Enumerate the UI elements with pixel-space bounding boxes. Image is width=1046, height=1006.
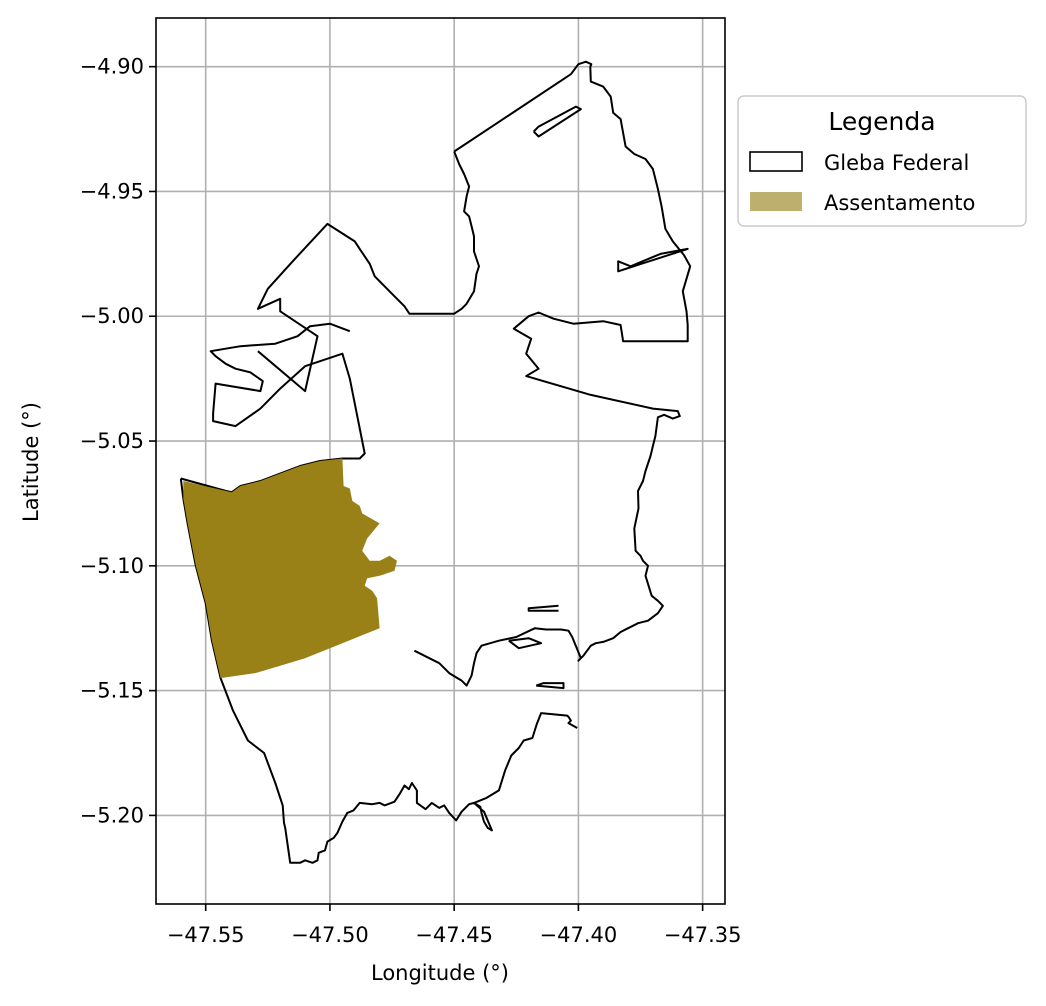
gleba-federal-layer xyxy=(179,60,692,864)
x-tick-label: −47.45 xyxy=(415,923,493,947)
y-tick-label: −5.05 xyxy=(80,429,144,453)
y-axis-label: Latitude (°) xyxy=(19,402,43,522)
gleba-federal-boundary xyxy=(179,478,578,864)
y-tick-label: −4.95 xyxy=(80,179,144,203)
grid-lines xyxy=(156,18,725,904)
x-axis-ticks: −47.55 −47.50 −47.45 −47.40 −47.35 xyxy=(167,904,742,947)
legend-assentamento-label: Assentamento xyxy=(824,191,975,215)
x-tick-label: −47.40 xyxy=(540,923,618,947)
assentamento-area xyxy=(183,458,397,679)
plot-frame xyxy=(155,17,726,905)
assentamento-layer xyxy=(183,458,397,679)
y-tick-label: −4.90 xyxy=(80,55,144,79)
gleba-federal-boundary xyxy=(527,604,559,612)
legend-gleba-label: Gleba Federal xyxy=(824,151,969,175)
legend-frame xyxy=(737,95,1027,227)
gleba-federal-boundary xyxy=(617,247,689,273)
y-tick-label: −5.20 xyxy=(80,803,144,827)
gleba-federal-boundary xyxy=(532,105,582,138)
legend: Legenda Gleba Federal Assentamento xyxy=(737,95,1027,227)
legend-title: Legenda xyxy=(828,107,935,136)
gleba-federal-boundary xyxy=(413,60,692,687)
y-tick-label: −5.00 xyxy=(80,304,144,328)
y-tick-label: −5.10 xyxy=(80,554,144,578)
gleba-federal-boundary xyxy=(535,682,565,690)
gleba-federal-boundary xyxy=(256,151,480,393)
y-axis-ticks: −4.90 −4.95 −5.00 −5.05 −5.10 −5.15 −5.20 xyxy=(80,55,156,827)
gleba-federal-boundary xyxy=(508,637,543,650)
x-tick-label: −47.35 xyxy=(664,923,742,947)
legend-assentamento-swatch xyxy=(750,192,802,211)
x-tick-label: −47.55 xyxy=(167,923,245,947)
x-tick-label: −47.50 xyxy=(291,923,369,947)
y-tick-label: −5.15 xyxy=(80,679,144,703)
x-axis-label: Longitude (°) xyxy=(371,961,509,985)
legend-gleba-swatch xyxy=(749,151,803,172)
